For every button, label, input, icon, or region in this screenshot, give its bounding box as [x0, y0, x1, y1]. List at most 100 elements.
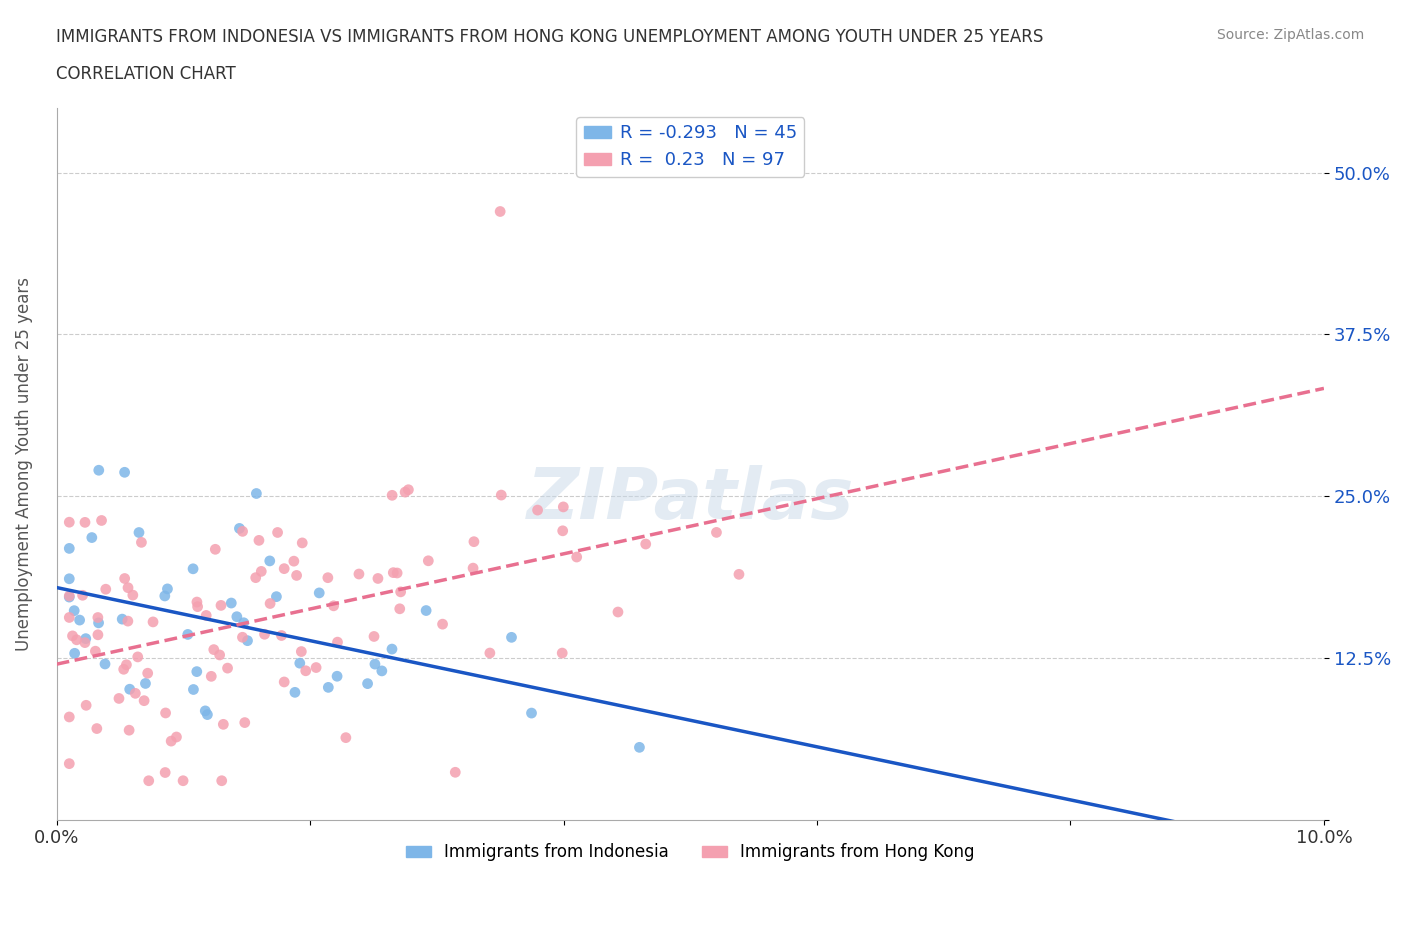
Point: [72, 588, 94, 603]
Point: [335, 730, 357, 745]
Point: [381, 642, 404, 657]
Point: [87, 610, 110, 625]
Point: [58, 589, 80, 604]
Point: [208, 647, 231, 662]
Point: [245, 570, 267, 585]
Point: [58, 571, 80, 586]
Point: [322, 598, 344, 613]
Point: [156, 581, 179, 596]
Point: [316, 570, 339, 585]
Point: [209, 598, 232, 613]
Text: ZIPatlas: ZIPatlas: [527, 465, 853, 534]
Point: [706, 525, 728, 539]
Point: [388, 602, 411, 617]
Point: [58, 710, 80, 724]
Point: [385, 565, 408, 580]
Point: [155, 706, 177, 721]
Point: [247, 533, 270, 548]
Point: [142, 615, 165, 630]
Point: [153, 589, 176, 604]
Point: [607, 604, 630, 619]
Point: [266, 525, 288, 540]
Point: [73, 515, 96, 530]
Point: [501, 630, 523, 644]
Legend: Immigrants from Indonesia, Immigrants from Hong Kong: Immigrants from Indonesia, Immigrants fr…: [399, 837, 981, 868]
Point: [478, 645, 501, 660]
Point: [136, 666, 159, 681]
Point: [236, 633, 259, 648]
Point: [200, 669, 222, 684]
Point: [58, 756, 80, 771]
Point: [87, 463, 110, 478]
Point: [138, 773, 160, 788]
Point: [202, 643, 225, 658]
Point: [288, 656, 311, 671]
Point: [94, 582, 117, 597]
Point: [58, 541, 80, 556]
Point: [308, 586, 330, 601]
Point: [326, 634, 349, 649]
Point: [84, 644, 107, 658]
Point: [87, 628, 110, 643]
Point: [285, 568, 308, 583]
Point: [364, 657, 387, 671]
Point: [253, 627, 276, 642]
Point: [183, 682, 205, 697]
Point: [204, 542, 226, 557]
Point: [187, 599, 209, 614]
Text: CORRELATION CHART: CORRELATION CHART: [56, 65, 236, 83]
Point: [318, 680, 340, 695]
Point: [186, 664, 208, 679]
Point: [628, 740, 651, 755]
Point: [245, 486, 267, 501]
Point: [232, 616, 254, 631]
Point: [415, 603, 437, 618]
Point: [231, 630, 253, 644]
Point: [382, 565, 405, 580]
Point: [259, 596, 281, 611]
Point: [112, 662, 135, 677]
Point: [259, 553, 281, 568]
Point: [283, 553, 305, 568]
Point: [432, 617, 454, 631]
Point: [117, 580, 139, 595]
Point: [233, 715, 256, 730]
Point: [225, 609, 247, 624]
Point: [118, 682, 141, 697]
Point: [363, 629, 385, 644]
Point: [115, 658, 138, 672]
Point: [489, 204, 512, 219]
Point: [294, 663, 316, 678]
Point: [520, 706, 543, 721]
Point: [63, 645, 86, 660]
Point: [291, 536, 314, 551]
Point: [160, 734, 183, 749]
Point: [132, 693, 155, 708]
Point: [63, 604, 86, 618]
Point: [131, 535, 153, 550]
Point: [371, 663, 394, 678]
Point: [217, 660, 239, 675]
Point: [58, 590, 80, 604]
Point: [551, 524, 574, 538]
Point: [111, 612, 134, 627]
Point: [153, 765, 176, 780]
Point: [273, 674, 295, 689]
Point: [127, 649, 149, 664]
Point: [463, 534, 485, 549]
Point: [172, 773, 194, 788]
Point: [444, 764, 467, 779]
Point: [197, 707, 219, 722]
Point: [290, 644, 312, 659]
Point: [114, 465, 136, 480]
Point: [194, 703, 217, 718]
Point: [347, 566, 370, 581]
Point: [367, 571, 389, 586]
Point: [128, 525, 150, 540]
Point: [177, 627, 200, 642]
Point: [134, 676, 156, 691]
Point: [526, 502, 548, 517]
Point: [186, 594, 208, 609]
Point: [461, 561, 484, 576]
Point: [491, 487, 513, 502]
